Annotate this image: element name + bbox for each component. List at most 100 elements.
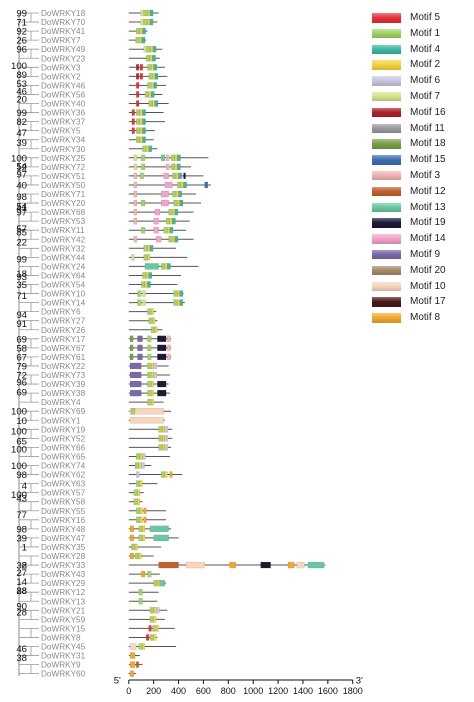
gene-dowrky7 bbox=[128, 37, 147, 44]
gene-label: DoWRKY45 bbox=[41, 643, 86, 652]
motif-motif-4 bbox=[183, 181, 187, 189]
motif-motif-5 bbox=[131, 127, 135, 134]
motif-motif-4 bbox=[152, 46, 157, 53]
motif-motif-2 bbox=[150, 46, 154, 53]
gene-dowrky18 bbox=[128, 9, 159, 17]
motif-motif-14 bbox=[164, 181, 173, 189]
gene-label: DoWRKY63 bbox=[41, 480, 86, 489]
motif-motif-5 bbox=[146, 634, 150, 641]
motif-motif-2 bbox=[139, 118, 143, 125]
gene-dowrky22 bbox=[128, 362, 169, 370]
legend-label: Motif 9 bbox=[410, 248, 441, 260]
motif-motif-1 bbox=[136, 480, 141, 487]
legend-swatch bbox=[372, 202, 401, 213]
legend-swatch bbox=[372, 123, 401, 134]
gene-label: DoWRKY15 bbox=[41, 624, 86, 633]
axis-tick-label: 1000 bbox=[243, 686, 263, 696]
motif-motif-6 bbox=[136, 471, 140, 478]
gene-dowrky9 bbox=[128, 661, 143, 668]
gene-dowrky11 bbox=[128, 227, 187, 234]
bootstrap-value: 94 bbox=[16, 310, 27, 321]
gene-label: DoWRKY6 bbox=[41, 308, 81, 317]
legend-item-motif-5: Motif 5 bbox=[372, 11, 462, 27]
bootstrap-value: 71 bbox=[16, 291, 27, 302]
motif-motif-2 bbox=[139, 27, 143, 35]
gene-label: DoWRKY50 bbox=[41, 181, 86, 190]
motif-motif-3 bbox=[167, 344, 171, 352]
bootstrap-value: 54 bbox=[16, 161, 27, 172]
motif-motif-2 bbox=[174, 154, 178, 161]
motif-motif-2 bbox=[139, 136, 143, 143]
gene-dowrky46 bbox=[128, 82, 167, 89]
motif-motif-2 bbox=[147, 254, 151, 261]
motif-motif-2 bbox=[172, 236, 175, 243]
legend-item-motif-1: Motif 1 bbox=[372, 27, 462, 43]
bootstrap-value: 77 bbox=[16, 510, 27, 521]
motif-motif-1 bbox=[149, 634, 154, 641]
motif-motif-4 bbox=[179, 199, 184, 207]
legend-item-motif-3: Motif 3 bbox=[372, 169, 462, 185]
motif-motif-1 bbox=[138, 525, 143, 532]
axis-tick-label: 200 bbox=[146, 686, 161, 696]
axis-ticks: 0 200 400 600 800 1000 1200 1400 1600 1800 bbox=[126, 680, 363, 696]
motif-motif-1 bbox=[131, 543, 136, 551]
legend-item-motif-19: Motif 19 bbox=[372, 216, 462, 232]
legend-label: Motif 12 bbox=[410, 185, 446, 197]
gene-label: DoWRKY16 bbox=[41, 516, 86, 525]
motif-motif-19 bbox=[183, 172, 186, 180]
motif-motif-1 bbox=[143, 254, 148, 261]
gene-dowrky45 bbox=[128, 643, 177, 650]
gene-dowrky64 bbox=[128, 272, 182, 279]
bootstrap-value: 54 bbox=[16, 201, 27, 212]
bootstrap-value: 99 bbox=[16, 9, 27, 20]
gene-label: DoWRKY1 bbox=[41, 416, 81, 425]
bootstrap-value: 38 bbox=[16, 561, 27, 572]
gene-dowrky69 bbox=[128, 408, 172, 415]
bootstrap-value: 93 bbox=[16, 272, 27, 283]
motif-motif-4 bbox=[178, 190, 182, 198]
motif-motif-2 bbox=[151, 389, 154, 397]
motif-motif-3 bbox=[133, 199, 138, 207]
gene-label: DoWRKY12 bbox=[41, 588, 86, 597]
legend-item-motif-20: Motif 20 bbox=[372, 264, 462, 280]
legend-item-motif-6: Motif 6 bbox=[372, 74, 462, 90]
motif-motif-8 bbox=[129, 525, 134, 532]
motif-motif-15 bbox=[204, 181, 208, 189]
gene-label: DoWRKY60 bbox=[41, 670, 86, 679]
motif-motif-1 bbox=[136, 516, 141, 523]
motif-motif-1 bbox=[148, 317, 153, 324]
gene-dowrky50 bbox=[128, 181, 211, 189]
motif-motif-1 bbox=[146, 46, 151, 53]
legend-label: Motif 15 bbox=[410, 154, 446, 166]
gene-label: DoWRKY51 bbox=[41, 172, 86, 181]
motif-motif-6 bbox=[164, 444, 169, 451]
bootstrap-value: 100 bbox=[11, 407, 27, 418]
motif-motif-2 bbox=[137, 498, 141, 505]
motif-motif-5 bbox=[131, 109, 135, 116]
motif-motif-1 bbox=[153, 580, 158, 587]
motif-motif-1 bbox=[168, 208, 173, 216]
motif-motif-7 bbox=[140, 9, 144, 17]
gene-dowrky65 bbox=[128, 453, 170, 460]
motif-motif-1 bbox=[136, 507, 141, 514]
motif-motif-1 bbox=[142, 145, 147, 152]
bootstrap-value: 46 bbox=[16, 86, 27, 97]
motif-motif-2 bbox=[174, 163, 178, 171]
motif-motif-4 bbox=[153, 82, 157, 89]
motif-motif-13 bbox=[144, 263, 159, 270]
motif-motif-1 bbox=[149, 607, 154, 614]
gene-dowrky58 bbox=[128, 498, 143, 505]
motif-motif-2 bbox=[177, 290, 180, 297]
motif-motif-2 bbox=[146, 145, 149, 152]
motif-motif-4 bbox=[167, 263, 171, 270]
gene-dowrky1 bbox=[128, 417, 165, 424]
motif-motif-1 bbox=[143, 9, 148, 17]
gene-label: DoWRKY68 bbox=[41, 208, 86, 217]
legend-label: Motif 5 bbox=[410, 12, 441, 23]
legend-item-motif-7: Motif 7 bbox=[372, 90, 462, 106]
motif-motif-4 bbox=[148, 145, 152, 152]
bootstrap-value: 39 bbox=[16, 533, 27, 544]
axis-tick-label: 400 bbox=[171, 686, 186, 696]
gene-label: DoWRKY27 bbox=[41, 317, 86, 326]
motif-motif-1 bbox=[136, 453, 141, 460]
